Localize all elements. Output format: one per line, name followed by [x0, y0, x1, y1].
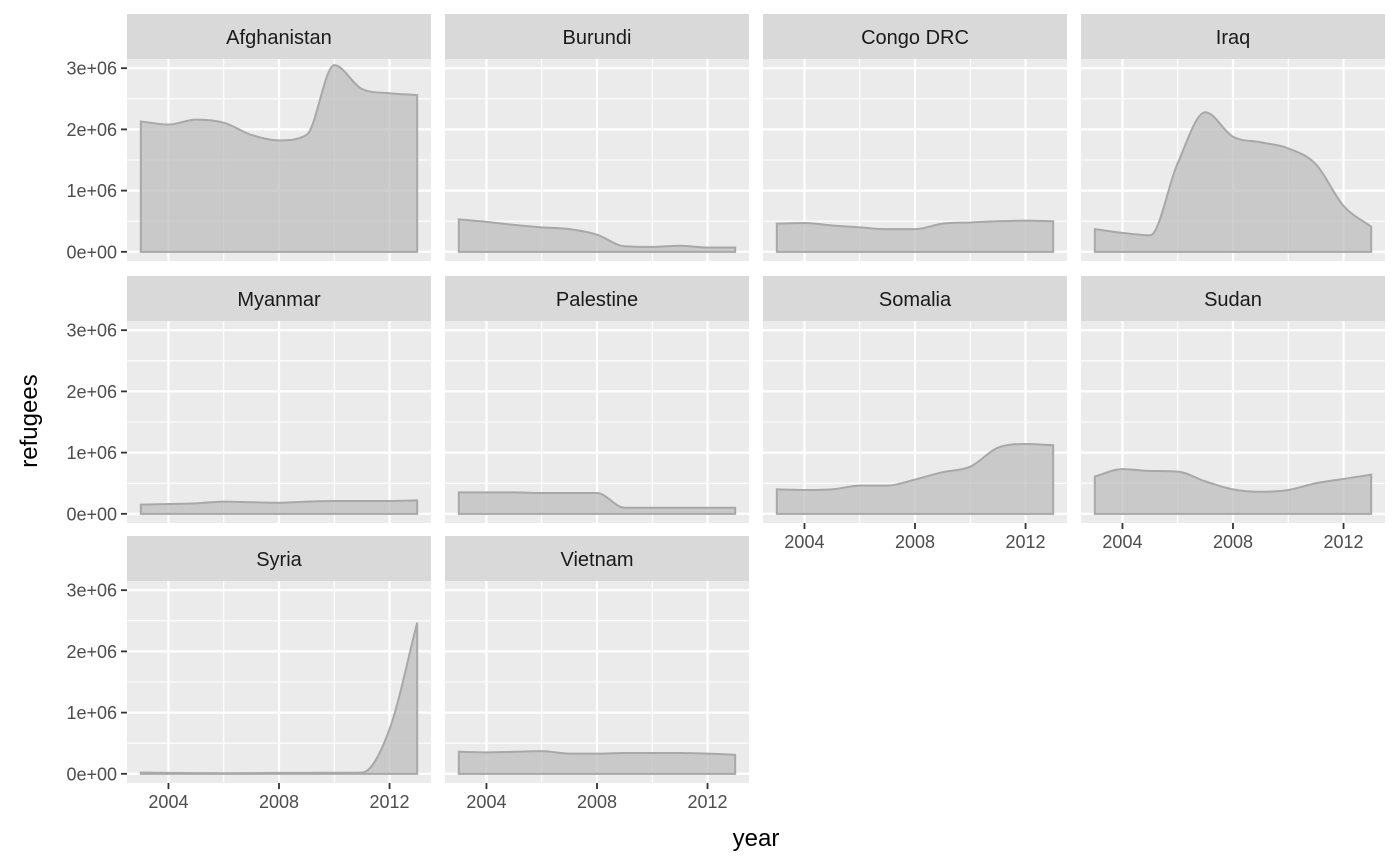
area-series-congo-drc	[775, 219, 1055, 253]
facet-panel-myanmar: Myanmar 0e+00 1e+06 2e+06 3e+06	[66, 276, 431, 524]
area-series-vietnam	[457, 750, 737, 775]
facet-strip-bg	[763, 276, 1067, 321]
x-tick-label: 2008	[895, 532, 935, 552]
x-tick-label: 2004	[466, 792, 506, 812]
facet-panel-vietnam: Vietnam 2004 2008 2012	[445, 536, 749, 812]
x-axis-title: year	[733, 825, 780, 852]
area-series-palestine	[457, 491, 737, 515]
area-series-myanmar	[139, 499, 419, 515]
y-axis-title: refugees	[16, 374, 43, 467]
area-series-somalia	[775, 443, 1055, 515]
facet-strip-label: Syria	[256, 549, 302, 571]
facet-strip-bg	[127, 536, 431, 581]
area-series-sudan	[1093, 468, 1373, 515]
area-series-syria	[139, 622, 419, 775]
area-series-iraq	[1093, 111, 1373, 253]
x-tick-label: 2008	[1213, 532, 1253, 552]
x-tick-label: 2012	[370, 792, 410, 812]
x-tick-label: 2004	[784, 532, 824, 552]
y-tick-label: 1e+06	[66, 181, 117, 201]
facet-panel-afghanistan: Afghanistan 0e+00 1e+06 2e+06 3e+06	[66, 14, 431, 262]
facet-strip-bg	[445, 276, 749, 321]
x-tick-label: 2008	[259, 792, 299, 812]
facet-panel-somalia: Somalia 2004 2008 2012	[763, 276, 1067, 552]
facet-panel-palestine: Palestine	[445, 276, 749, 523]
y-tick-label: 3e+06	[66, 59, 117, 79]
facet-panel-burundi: Burundi	[445, 14, 749, 261]
x-tick-label: 2008	[577, 792, 617, 812]
y-tick-label: 2e+06	[66, 382, 117, 402]
x-tick-label: 2012	[1324, 532, 1364, 552]
facet-panel-sudan: Sudan 2004 2008 2012	[1081, 276, 1385, 552]
x-tick-label: 2004	[148, 792, 188, 812]
y-tick-label: 0e+00	[66, 504, 117, 524]
facet-strip-label: Somalia	[879, 289, 952, 311]
facet-strip-label: Congo DRC	[861, 27, 969, 49]
area-series-burundi	[457, 218, 737, 253]
y-tick-label: 2e+06	[66, 642, 117, 662]
facet-strip-bg	[445, 14, 749, 59]
facet-strip-bg	[445, 536, 749, 581]
y-tick-label: 1e+06	[66, 443, 117, 463]
facet-panel-syria: Syria 0e+00 1e+06 2e+06 3e+06 2004 2008 2012	[66, 536, 431, 812]
x-tick-label: 2012	[1006, 532, 1046, 552]
x-tick-label: 2012	[688, 792, 728, 812]
y-tick-label: 3e+06	[66, 581, 117, 601]
facet-strip-label: Burundi	[563, 27, 632, 49]
facet-strip-bg	[1081, 276, 1385, 321]
y-tick-label: 3e+06	[66, 321, 117, 341]
facet-strip-bg	[127, 14, 431, 59]
facet-strip-label: Palestine	[556, 289, 638, 311]
facet-strip-label: Myanmar	[237, 289, 321, 311]
facet-strip-label: Sudan	[1204, 289, 1262, 311]
facet-strip-bg	[763, 14, 1067, 59]
facet-panel-congo-drc: Congo DRC	[763, 14, 1067, 261]
facet-strip-bg	[127, 276, 431, 321]
facet-panel-iraq: Iraq	[1081, 14, 1385, 261]
y-tick-label: 0e+00	[66, 764, 117, 784]
y-tick-label: 2e+06	[66, 120, 117, 140]
area-series-afghanistan	[139, 64, 419, 253]
facet-strip-label: Vietnam	[560, 549, 633, 571]
x-tick-label: 2004	[1102, 532, 1142, 552]
panels-layer: Afghanistan 0e+00 1e+06 2e+06 3e+06 Burundi Co…	[66, 14, 1385, 812]
y-tick-label: 0e+00	[66, 242, 117, 262]
facet-strip-label: Iraq	[1216, 27, 1250, 49]
facet-strip-label: Afghanistan	[226, 27, 332, 49]
facet-strip-bg	[1081, 14, 1385, 59]
y-tick-label: 1e+06	[66, 703, 117, 723]
